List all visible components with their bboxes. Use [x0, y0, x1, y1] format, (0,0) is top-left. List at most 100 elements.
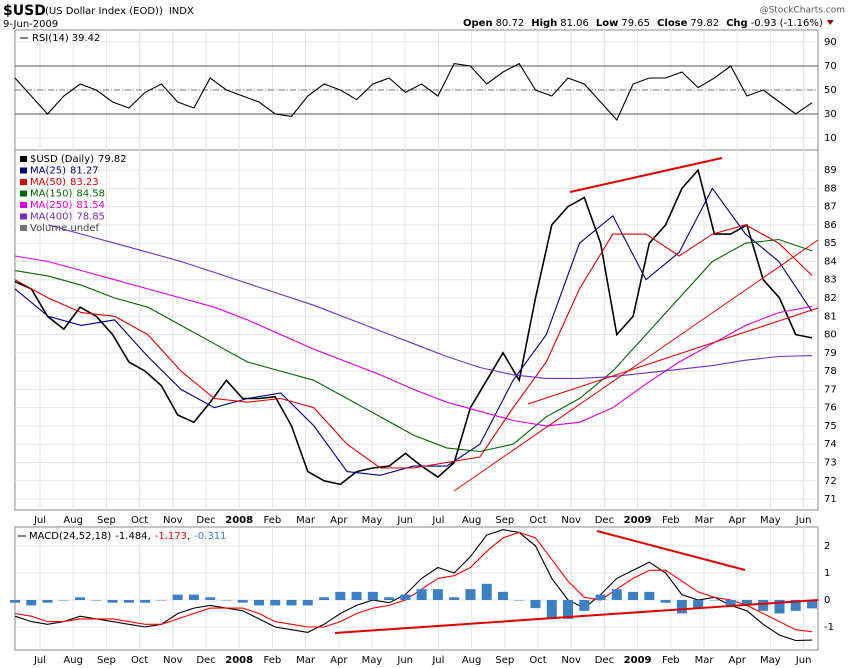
histogram-bar — [302, 599, 313, 606]
histogram-bar — [644, 591, 655, 600]
legend-separator: , — [148, 531, 151, 542]
histogram-bar — [774, 599, 785, 614]
trendline — [569, 157, 723, 193]
series-line — [14, 187, 813, 476]
legend-title: MACD(24,52,18) — [29, 531, 111, 542]
y-tick-label: 89 — [824, 165, 837, 176]
series-line — [14, 168, 813, 486]
macd-frame — [14, 526, 819, 651]
histogram-bar — [741, 599, 752, 606]
histogram-bar — [205, 597, 216, 600]
legend-swatch — [20, 179, 27, 185]
quote-label: Close — [657, 18, 688, 29]
legend-name: MA(25) — [30, 166, 66, 177]
histogram-bar — [42, 599, 53, 603]
x-tick-label: Mar — [695, 515, 715, 526]
y-tick-label: -1 — [824, 622, 834, 633]
histogram-bar — [514, 599, 525, 601]
quote-value: -0.93 — [751, 18, 777, 29]
series-line — [14, 255, 813, 427]
x-tick-label: Dec — [595, 515, 614, 526]
y-tick-label: 90 — [824, 37, 837, 48]
x-tick-label: Jul — [431, 655, 444, 666]
series-line — [14, 224, 813, 469]
y-tick-label: 1 — [824, 568, 830, 579]
legend-swatch — [20, 225, 27, 231]
price-frame — [14, 149, 819, 511]
series-line — [48, 224, 813, 379]
legend-name: $USD (Daily) — [30, 154, 94, 165]
histogram-bar — [123, 599, 134, 603]
histogram-bar — [319, 597, 330, 600]
y-tick-label: 83 — [824, 275, 837, 286]
histogram-bar — [140, 599, 151, 603]
histogram-bar — [172, 594, 183, 600]
histogram-bar — [58, 599, 69, 601]
trendline — [453, 239, 819, 492]
symbol-name: (US Dollar Index (EOD)) — [45, 6, 163, 17]
histogram-bar — [270, 599, 281, 606]
histogram-bar — [335, 591, 346, 600]
y-tick-label: 77 — [824, 384, 837, 395]
x-tick-label: Oct — [529, 515, 546, 526]
x-tick-label: Apr — [330, 655, 348, 666]
x-tick-label: Sep — [97, 515, 116, 526]
x-tick-label: Mar — [695, 655, 715, 666]
exchange: INDX — [169, 6, 194, 17]
histogram-bar — [91, 599, 102, 601]
series-line — [14, 531, 813, 633]
x-tick-label: Dec — [196, 515, 215, 526]
x-tick-label: Nov — [163, 655, 183, 666]
y-tick-label: 0 — [824, 595, 830, 606]
series-line — [14, 62, 813, 121]
down-arrow — [826, 20, 834, 25]
x-tick-label: Jul — [33, 655, 46, 666]
x-tick-label: 2008 — [225, 655, 253, 666]
histogram-bar — [595, 594, 606, 600]
y-tick-label: 79 — [824, 348, 837, 359]
legend-value: -1.484 — [115, 531, 147, 542]
x-tick-label: Nov — [561, 515, 581, 526]
legend-swatch — [20, 167, 27, 174]
x-tick-label: Oct — [131, 515, 148, 526]
legend-value: 81.27 — [70, 166, 99, 177]
x-tick-label: Jun — [795, 655, 812, 666]
y-tick-label: 71 — [824, 494, 837, 505]
series-line — [14, 529, 813, 642]
histogram-bar — [156, 599, 167, 601]
histogram-bar — [416, 589, 427, 600]
x-tick-label: Oct — [131, 655, 148, 666]
legend-value: 81.54 — [76, 200, 105, 211]
series-line — [14, 238, 813, 453]
histogram-bar — [481, 583, 492, 600]
legend-value: 79.82 — [98, 154, 127, 165]
quote-value: 79.82 — [690, 18, 719, 29]
x-tick-label: 2008 — [225, 515, 253, 526]
histogram-bar — [10, 599, 20, 603]
x-tick-label: Oct — [529, 655, 546, 666]
histogram-bar — [384, 597, 395, 600]
histogram-bar — [351, 591, 362, 600]
y-tick-label: 82 — [824, 293, 837, 304]
quote-label: Low — [596, 18, 618, 29]
histogram-bar — [693, 599, 704, 609]
histogram-bar — [449, 597, 460, 600]
histogram-bar — [26, 599, 37, 606]
y-tick-label: 78 — [824, 366, 837, 377]
histogram-bar — [709, 599, 720, 601]
x-tick-label: Sep — [97, 655, 116, 666]
histogram-bar — [676, 599, 687, 614]
x-tick-label: Mar — [296, 655, 316, 666]
legend-name: MA(150) — [30, 189, 72, 200]
quote-value: 79.65 — [621, 18, 650, 29]
x-tick-label: Apr — [330, 515, 348, 526]
legend-name: MA(250) — [30, 200, 72, 211]
histogram-bar — [660, 599, 671, 603]
quote-label: Chg — [726, 18, 748, 29]
x-tick-label: Dec — [595, 655, 614, 666]
x-tick-label: Jul — [33, 515, 46, 526]
histogram-bar — [530, 599, 541, 609]
credit: @StockCharts.com — [760, 6, 845, 16]
x-tick-label: Mar — [296, 515, 316, 526]
